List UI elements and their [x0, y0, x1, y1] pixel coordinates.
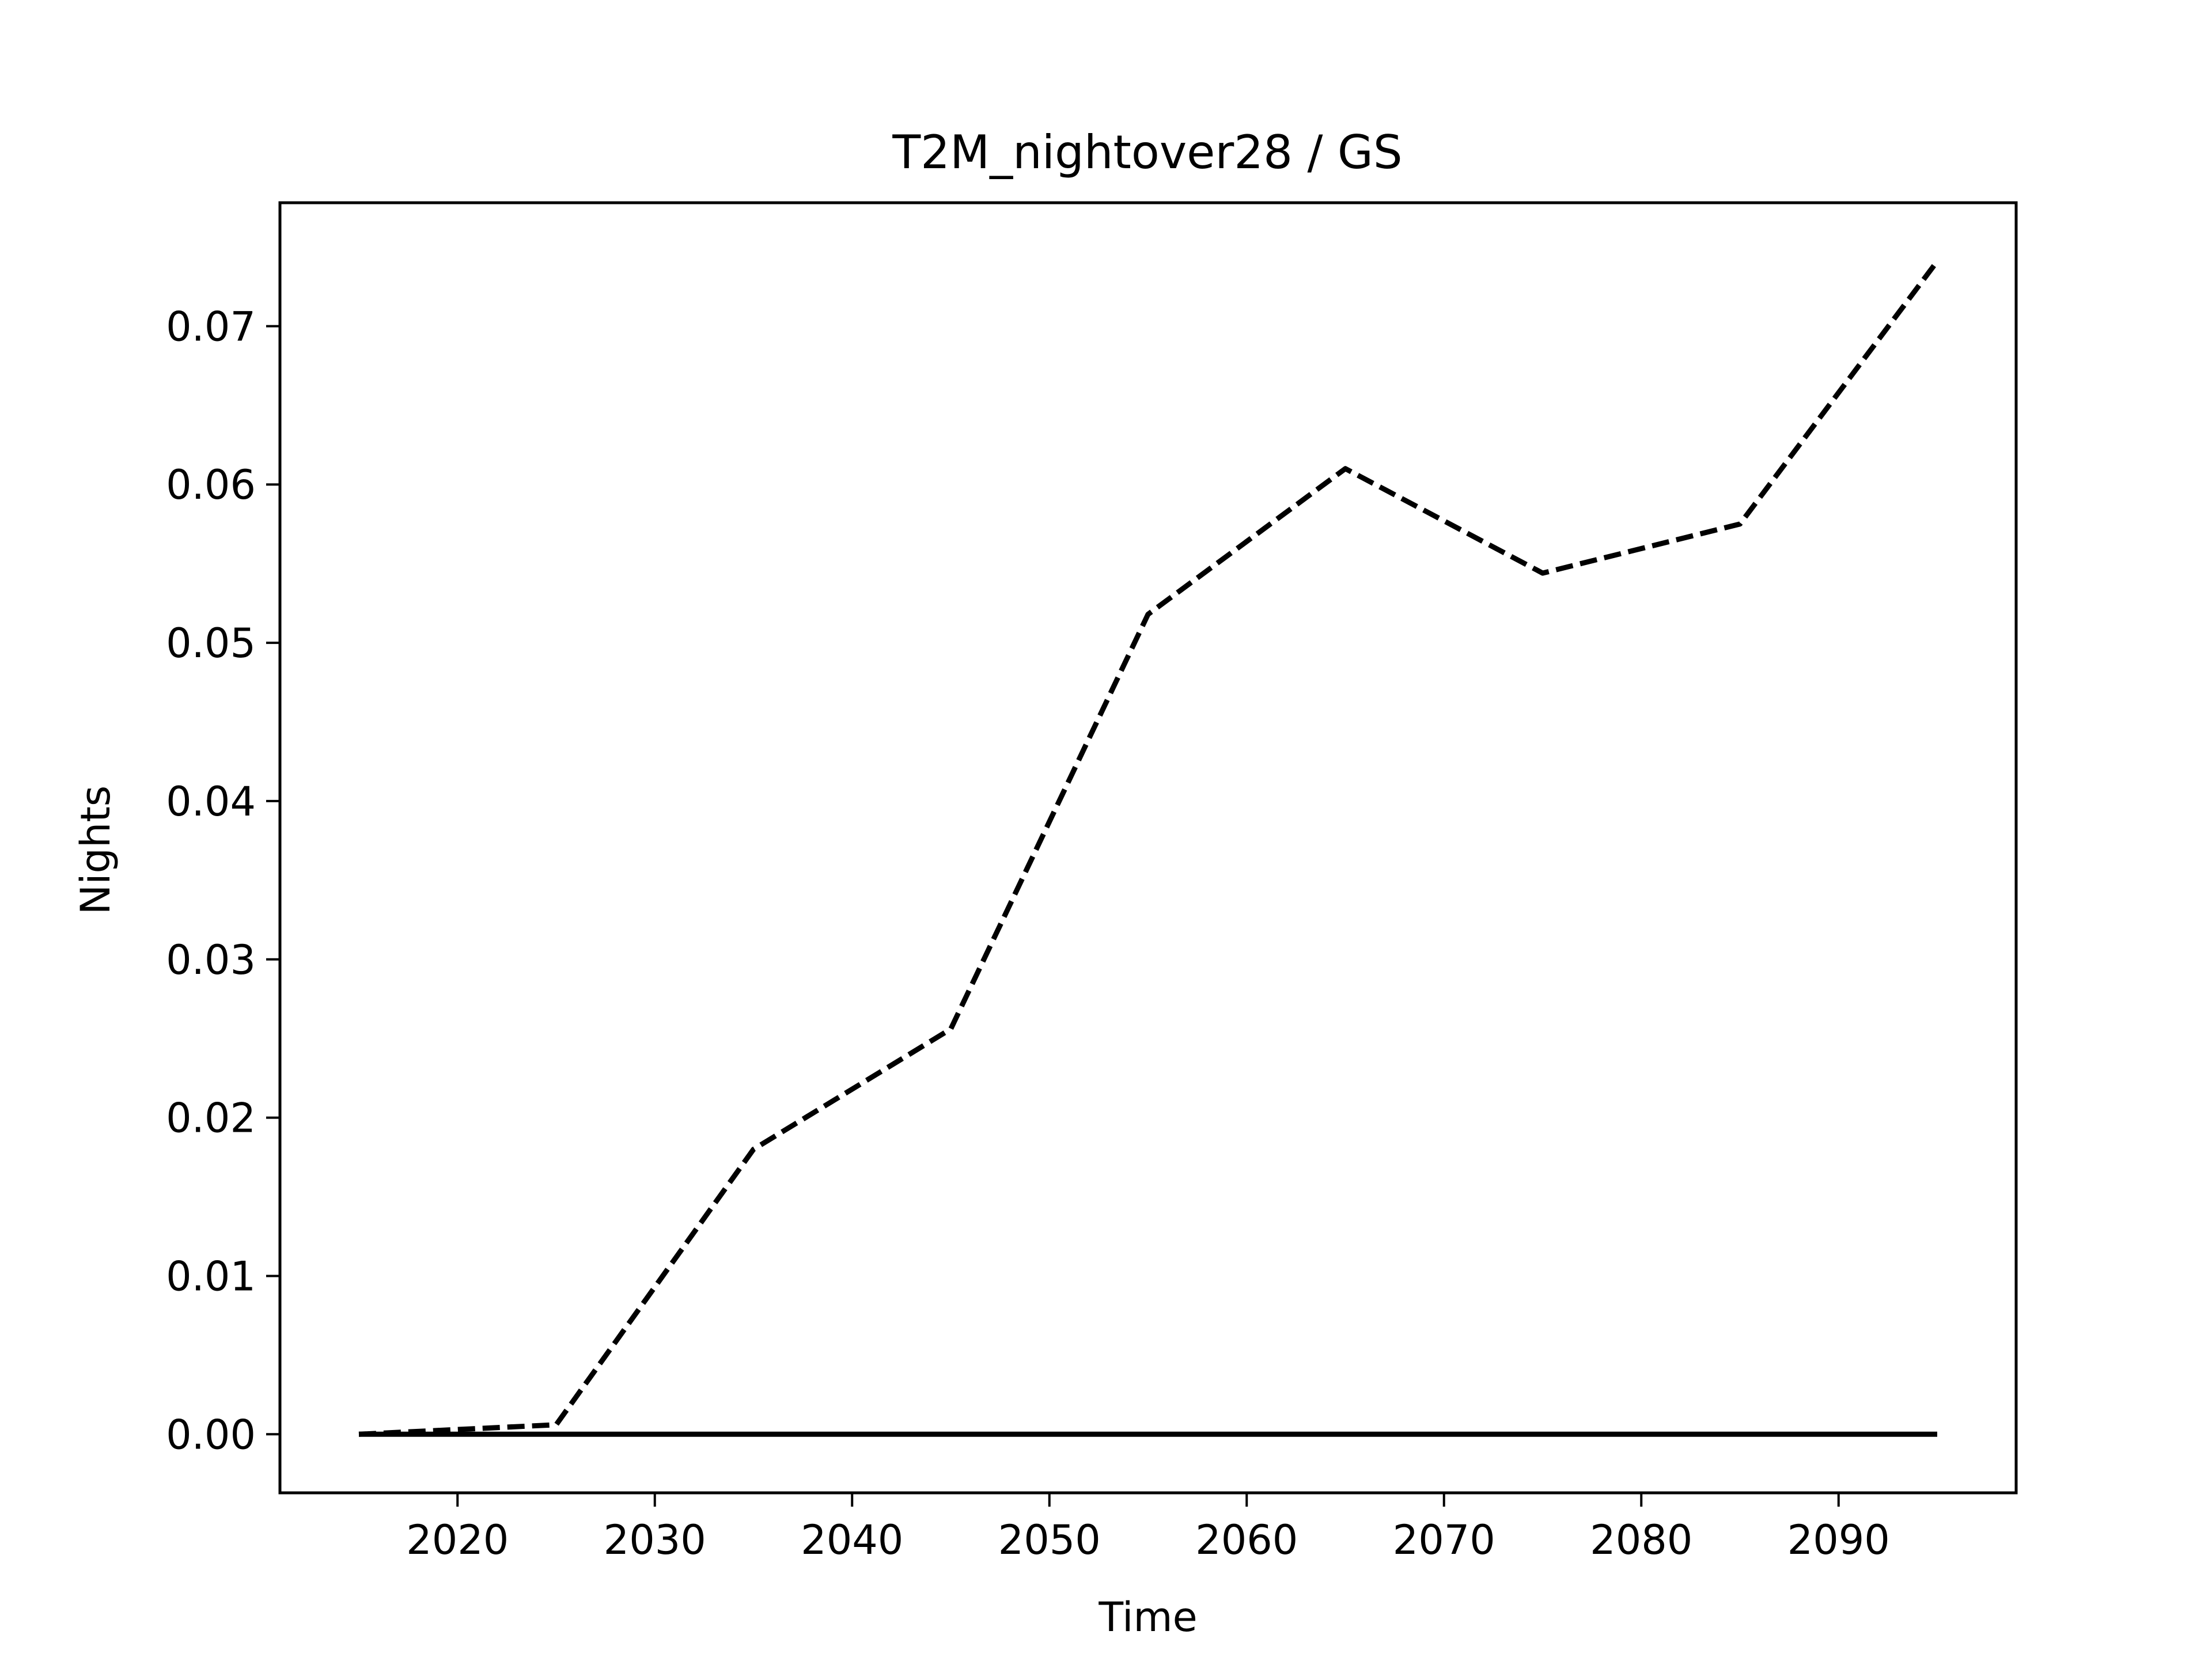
plot-area: [358, 259, 1940, 1437]
x-tick-label: 2050: [998, 1516, 1101, 1564]
x-tick-label: 2080: [1590, 1516, 1692, 1564]
y-tick-label: 0.06: [166, 461, 256, 509]
x-tick-label: 2070: [1393, 1516, 1495, 1564]
y-tick-label: 0.03: [166, 936, 256, 984]
y-tick-label: 0.01: [166, 1253, 256, 1300]
series-line-1: [358, 259, 1940, 1437]
x-tick-label: 2090: [1787, 1516, 1890, 1564]
y-tick-label: 0.02: [166, 1095, 256, 1142]
x-axis-label: Time: [1098, 1594, 1197, 1641]
y-tick-label: 0.00: [166, 1411, 256, 1458]
axes-frame: [278, 201, 2018, 1495]
y-axis-ticks: 0.00 0.01 0.02 0.03 0.04 0.05 0.06 0.07: [166, 303, 280, 1458]
x-tick-label: 2030: [604, 1516, 706, 1564]
x-axis-ticks: 2020 2030 2040 2050 2060 2070 2080 2090: [406, 1493, 1890, 1564]
y-tick-label: 0.07: [166, 303, 256, 350]
y-tick-label: 0.05: [166, 620, 256, 667]
y-tick-label: 0.04: [166, 778, 256, 825]
x-tick-label: 2040: [801, 1516, 903, 1564]
x-tick-label: 2060: [1195, 1516, 1298, 1564]
chart-title: T2M_nightover28 / GS: [892, 126, 1402, 179]
y-axis-label: Nights: [72, 786, 119, 915]
x-tick-label: 2020: [406, 1516, 509, 1564]
